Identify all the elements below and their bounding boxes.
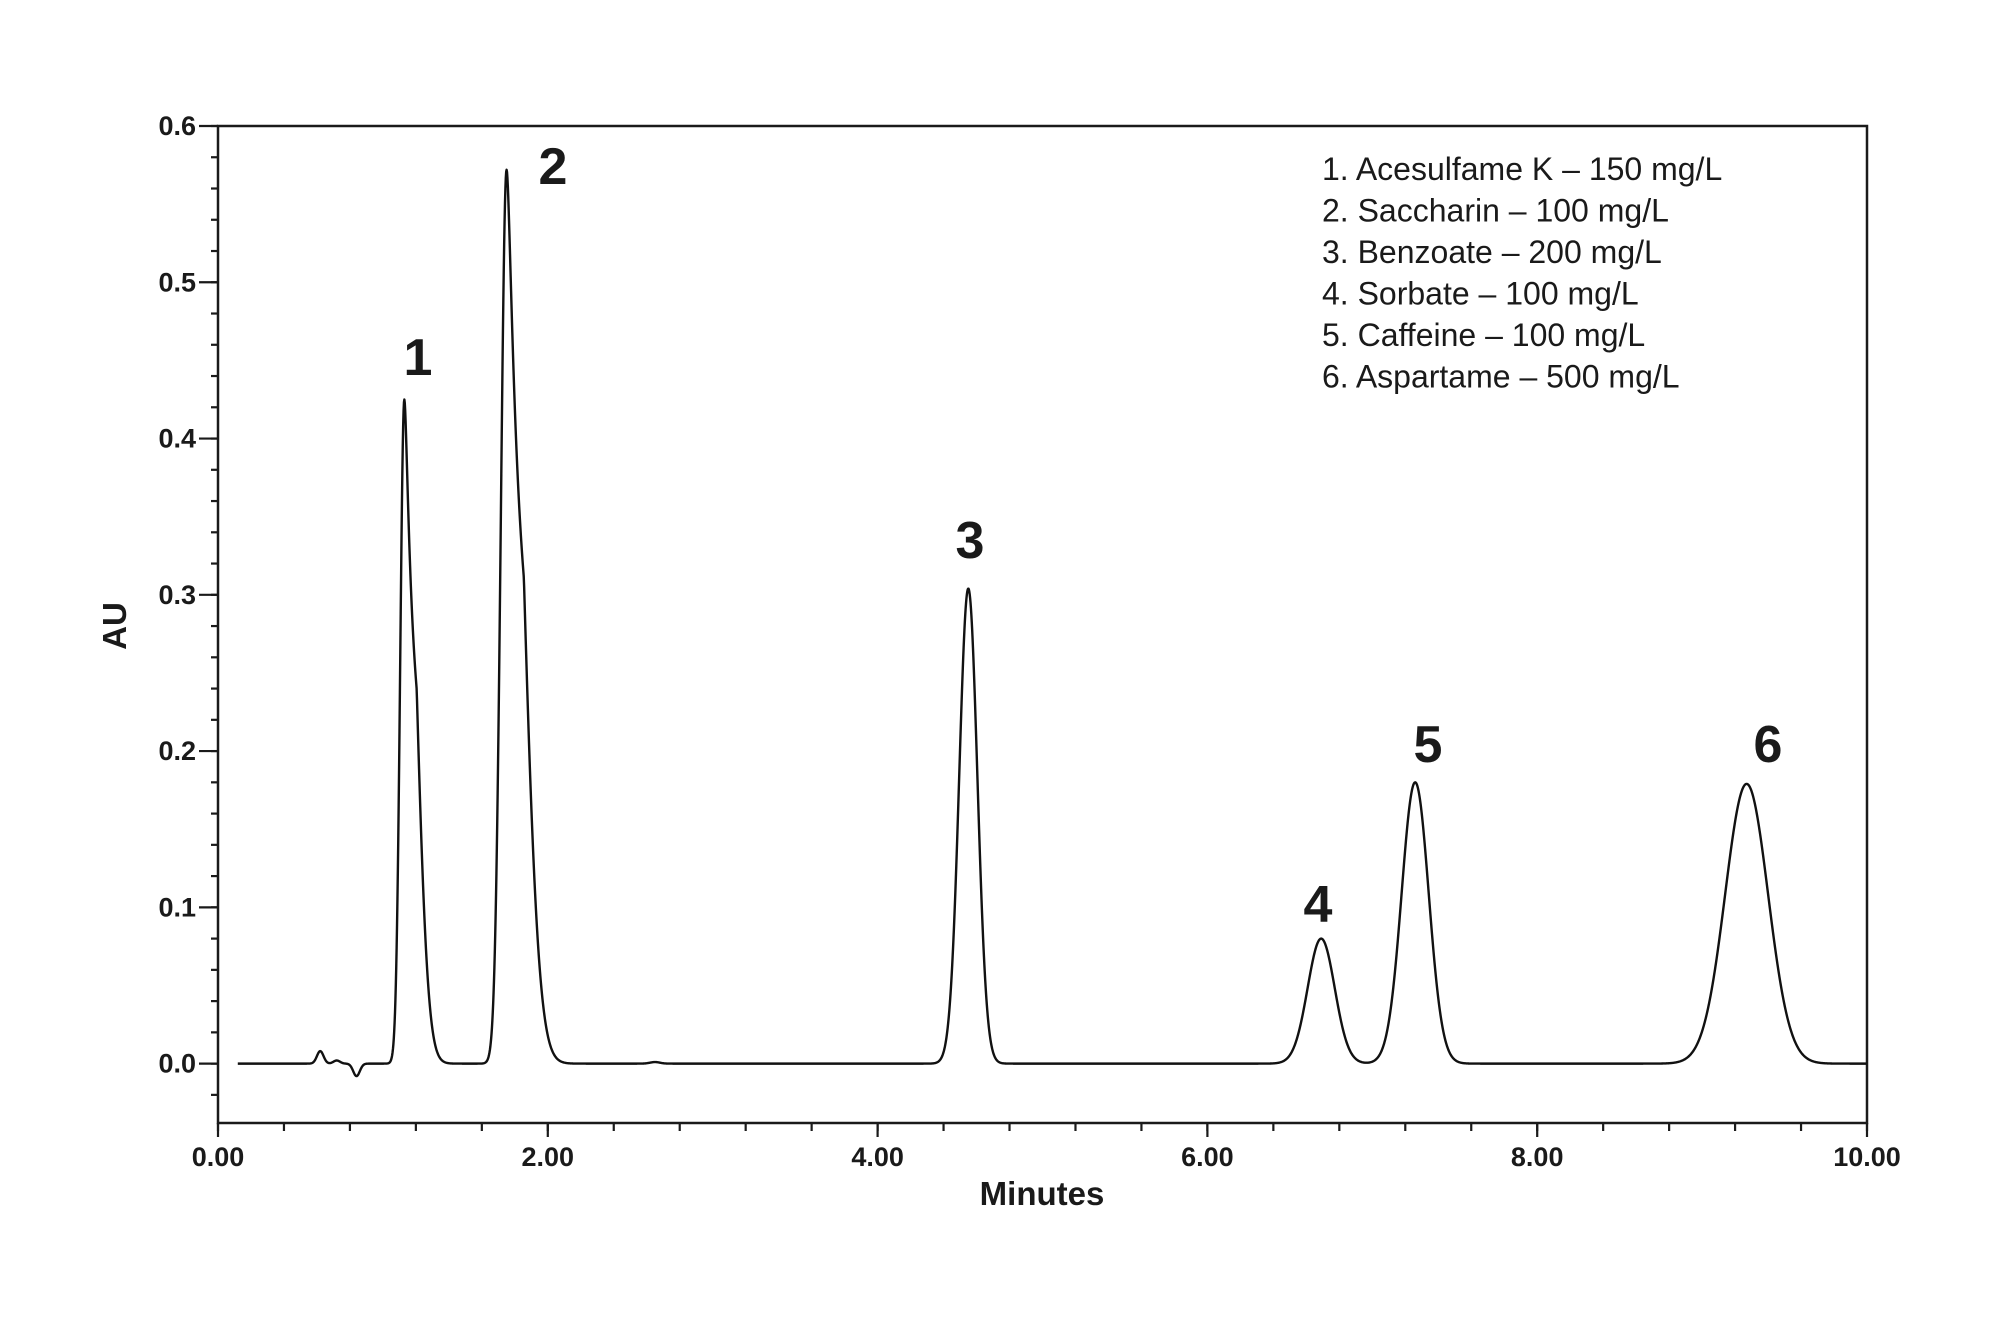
legend-item: 4. Sorbate – 100 mg/L bbox=[1322, 276, 1639, 312]
y-tick-label: 0.5 bbox=[158, 267, 196, 297]
peak-label-5: 5 bbox=[1414, 716, 1443, 774]
y-axis-title: AU bbox=[96, 602, 133, 650]
x-tick-label: 0.00 bbox=[192, 1142, 245, 1172]
plot-frame bbox=[216, 124, 1869, 1125]
x-tick-label: 10.00 bbox=[1833, 1142, 1901, 1172]
peak-label-6: 6 bbox=[1754, 716, 1783, 774]
y-axis-ticks: 0.0 0.1 0.2 0.3 0.4 0.5 0.6 bbox=[158, 111, 218, 1096]
y-tick-label: 0.0 bbox=[158, 1049, 196, 1079]
x-axis-ticks: 0.00 2.00 4.00 6.00 8.00 10.00 bbox=[192, 1123, 1901, 1172]
y-tick-label: 0.3 bbox=[158, 580, 196, 610]
legend-item: 1. Acesulfame K – 150 mg/L bbox=[1322, 151, 1722, 187]
y-tick-label: 0.1 bbox=[158, 892, 196, 922]
x-tick-label: 2.00 bbox=[522, 1142, 575, 1172]
x-tick-label: 4.00 bbox=[851, 1142, 904, 1172]
legend-item: 2. Saccharin – 100 mg/L bbox=[1322, 193, 1669, 229]
y-tick-label: 0.2 bbox=[158, 736, 196, 766]
peak-labels: 1 2 3 4 5 6 bbox=[404, 138, 1783, 934]
peak-label-3: 3 bbox=[956, 512, 985, 570]
peak-label-2: 2 bbox=[539, 138, 568, 196]
x-axis-title: Minutes bbox=[980, 1175, 1105, 1212]
legend-item: 3. Benzoate – 200 mg/L bbox=[1322, 234, 1662, 270]
legend: 1. Acesulfame K – 150 mg/L 2. Saccharin –… bbox=[1322, 151, 1722, 395]
x-tick-label: 6.00 bbox=[1181, 1142, 1234, 1172]
x-tick-label: 8.00 bbox=[1511, 1142, 1564, 1172]
peak-label-1: 1 bbox=[404, 329, 433, 387]
y-tick-label: 0.6 bbox=[158, 111, 196, 141]
legend-item: 5. Caffeine – 100 mg/L bbox=[1322, 317, 1645, 353]
peak-label-4: 4 bbox=[1304, 876, 1333, 934]
chromatogram-trace bbox=[237, 168, 1868, 1078]
y-tick-label: 0.4 bbox=[158, 424, 196, 454]
legend-item: 6. Aspartame – 500 mg/L bbox=[1322, 359, 1680, 395]
